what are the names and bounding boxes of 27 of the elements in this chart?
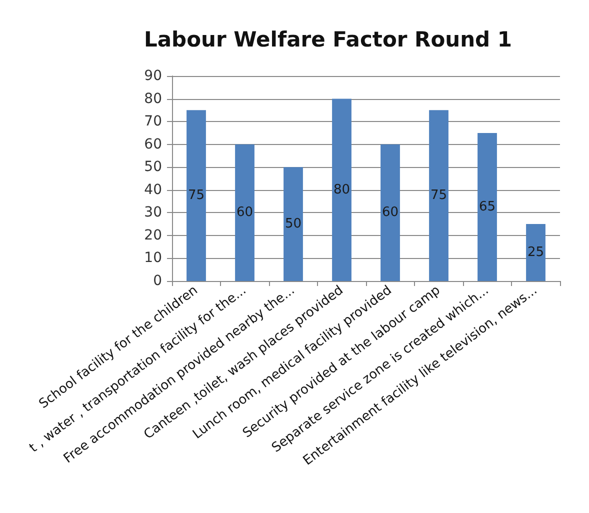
bar <box>332 98 352 281</box>
data-label: 65 <box>478 199 496 214</box>
y-tick-label: 80 <box>144 90 162 107</box>
data-label: 60 <box>382 205 399 220</box>
y-tick-label: 90 <box>144 68 162 84</box>
y-tick-label: 60 <box>144 136 162 152</box>
bar <box>526 224 546 281</box>
y-tick-label: 10 <box>144 250 162 266</box>
bar <box>380 144 400 281</box>
y-tick-label: 30 <box>144 204 162 221</box>
y-tick-label: 20 <box>144 227 162 244</box>
data-label: 25 <box>527 245 544 260</box>
bar <box>235 144 254 281</box>
data-label: 50 <box>284 216 302 232</box>
y-tick-label: 40 <box>144 182 162 198</box>
chart-title: Labour Welfare Factor Round 1 <box>144 28 512 52</box>
y-tick-label: 0 <box>153 273 162 289</box>
data-label: 75 <box>430 188 448 204</box>
bar <box>478 132 497 281</box>
bar <box>186 110 206 281</box>
data-label: 60 <box>236 205 254 220</box>
bar <box>429 110 448 281</box>
y-tick-label: 50 <box>144 159 162 176</box>
bar <box>284 167 303 281</box>
y-tick-label: 70 <box>144 114 162 130</box>
data-label: 80 <box>333 182 350 198</box>
data-label: 75 <box>188 188 205 204</box>
